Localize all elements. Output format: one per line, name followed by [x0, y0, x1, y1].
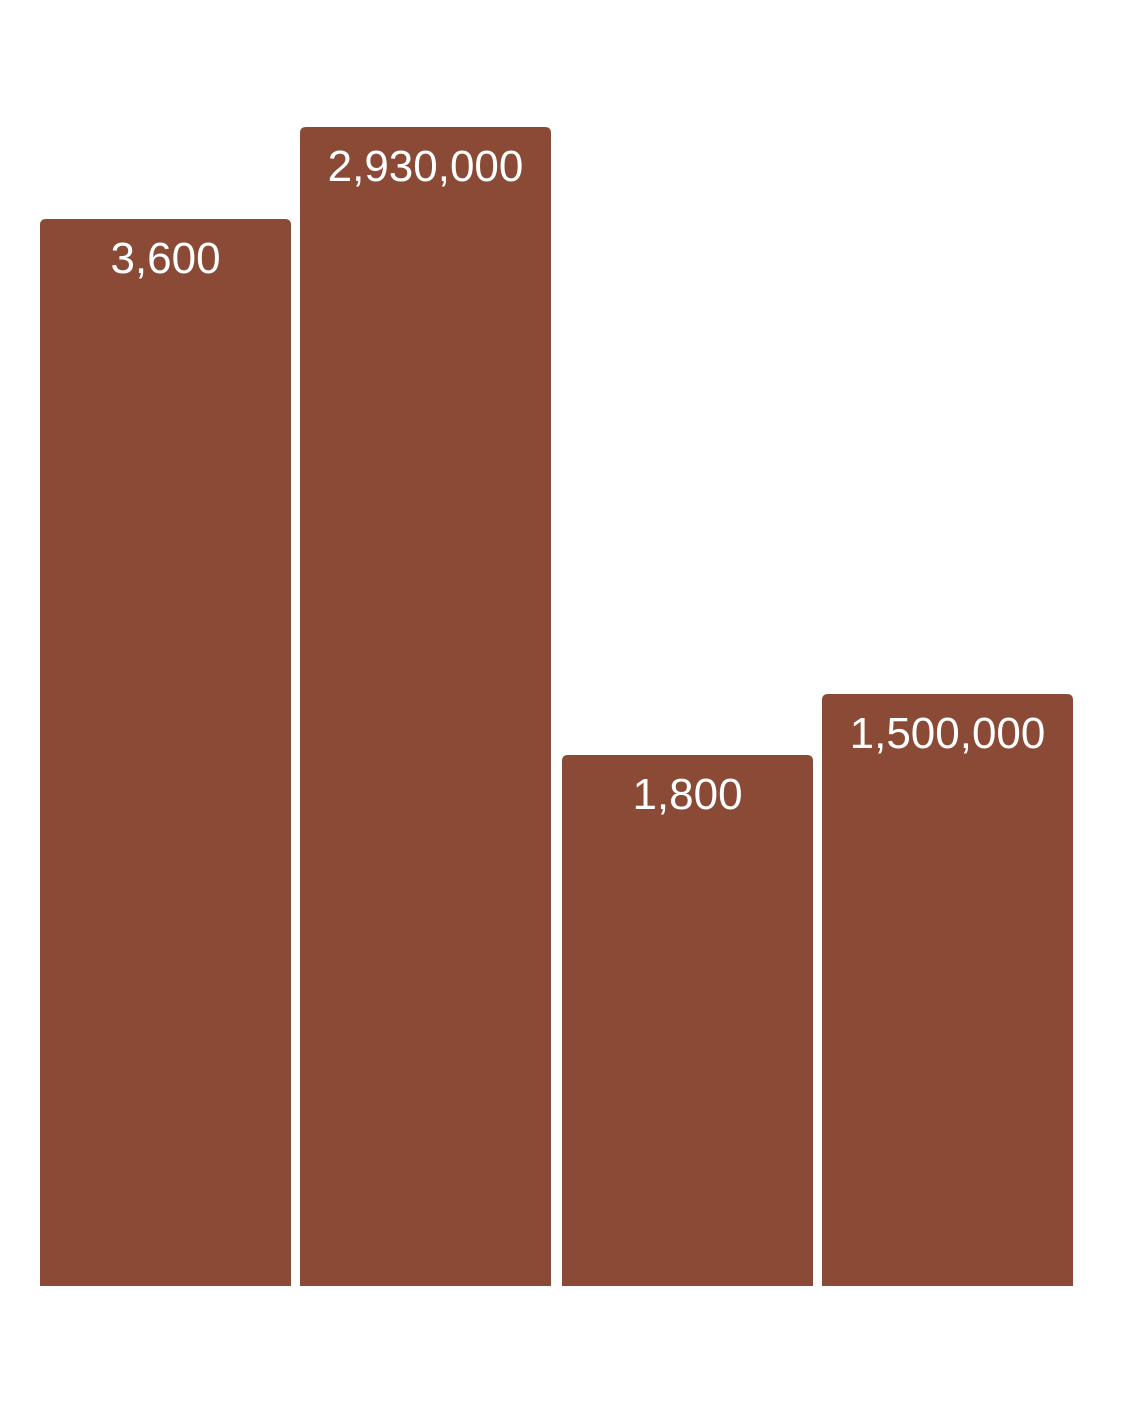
bar-4	[822, 694, 1073, 1286]
bar-2	[300, 127, 551, 1286]
bar-value-label-3: 1,800	[632, 770, 742, 819]
bar-value-label-2: 2,930,000	[328, 142, 524, 191]
bar-value-label-4: 1,500,000	[850, 709, 1046, 758]
data-labels-layer: 3,600 2,930,000 1,800 1,500,000	[110, 142, 1045, 819]
bar-3	[562, 755, 813, 1286]
bar-value-label-1: 3,600	[110, 234, 220, 283]
bars-layer	[40, 127, 1073, 1286]
bar-1	[40, 219, 291, 1286]
